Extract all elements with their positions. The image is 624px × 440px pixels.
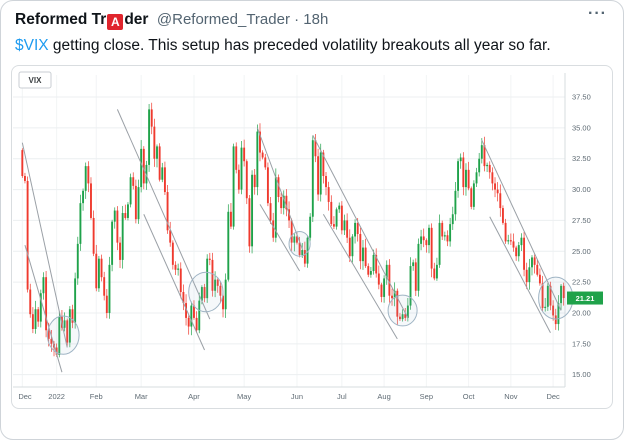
svg-text:15.00: 15.00: [572, 370, 591, 379]
symbol-label: VIX: [18, 71, 52, 89]
more-options-icon[interactable]: ···: [588, 5, 607, 22]
display-name-prefix: Reformed Tr: [15, 11, 107, 28]
svg-text:Aug: Aug: [377, 392, 390, 401]
svg-text:Sep: Sep: [420, 392, 433, 401]
svg-text:May: May: [237, 392, 251, 401]
svg-text:Nov: Nov: [504, 392, 518, 401]
svg-text:Jul: Jul: [337, 392, 347, 401]
candles: [21, 102, 565, 358]
display-name-suffix: der: [124, 11, 149, 28]
svg-text:Mar: Mar: [135, 392, 148, 401]
trend-channel-lines: [21, 109, 562, 373]
tweet-text-rest: getting close. This setup has preceded v…: [48, 37, 551, 54]
svg-text:Feb: Feb: [90, 392, 103, 401]
svg-text:35.00: 35.00: [572, 123, 591, 132]
breakout-circle-annotations: [46, 231, 574, 355]
svg-text:27.50: 27.50: [572, 216, 591, 225]
svg-text:20.00: 20.00: [572, 308, 591, 317]
svg-text:2022: 2022: [48, 392, 65, 401]
vix-candlestick-chart: Dec 2022 Feb Mar Apr May Jun Jul Aug Sep Oct Nov Dec…: [13, 71, 603, 401]
chart-image[interactable]: Dec 2022 Feb Mar Apr May Jun Jul Aug Sep Oct Nov Dec…: [11, 65, 613, 409]
svg-text:Dec: Dec: [18, 392, 32, 401]
svg-text:VIX: VIX: [29, 76, 43, 85]
svg-text:Dec: Dec: [546, 392, 560, 401]
last-price-label: 21.21: [567, 291, 603, 305]
user-handle-and-timestamp[interactable]: @Reformed_Trader · 18h: [156, 11, 329, 28]
svg-text:37.50: 37.50: [572, 93, 591, 102]
svg-text:Oct: Oct: [463, 392, 476, 401]
svg-text:32.50: 32.50: [572, 154, 591, 163]
svg-text:Apr: Apr: [188, 392, 200, 401]
axis-labels: Dec 2022 Feb Mar Apr May Jun Jul Aug Sep Oct Nov Dec…: [18, 93, 590, 401]
svg-text:Jun: Jun: [291, 392, 303, 401]
svg-text:17.50: 17.50: [572, 339, 591, 348]
tweet-text: $VIX getting close. This setup has prece…: [1, 30, 623, 56]
cashtag-link[interactable]: $VIX: [15, 37, 49, 54]
svg-text:22.50: 22.50: [572, 278, 591, 287]
red-a-badge-icon: A: [107, 14, 124, 30]
svg-text:30.00: 30.00: [572, 185, 591, 194]
grid-lines: [13, 73, 566, 388]
svg-text:21.21: 21.21: [576, 294, 595, 303]
svg-text:25.00: 25.00: [572, 247, 591, 256]
